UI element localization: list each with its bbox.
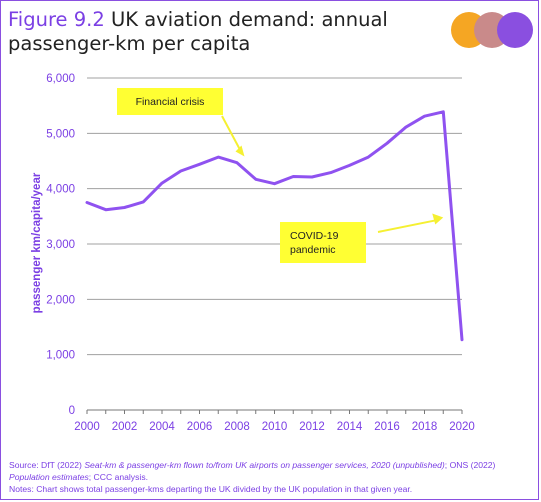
source-title-1: Seat-km & passenger-km flown to/from UK … <box>84 460 445 470</box>
source-prefix: Source: DfT (2022) <box>9 460 85 470</box>
figure-title: Figure 9.2 UK aviation demand: annual pa… <box>8 8 448 56</box>
x-tick-label-2020: 2020 <box>449 421 475 433</box>
y-tick-label-2000: 2,000 <box>46 294 75 306</box>
gridlines <box>87 77 462 356</box>
annotation-covid-line-2: pandemic <box>290 244 336 256</box>
x-tick-label-2016: 2016 <box>374 421 400 433</box>
arrow-covid <box>377 219 436 233</box>
annotations: Financial crisis COVID-19 pandemic <box>117 88 444 263</box>
x-tick-label-2012: 2012 <box>299 421 325 433</box>
x-tick-label-2004: 2004 <box>149 421 175 433</box>
ccc-logo <box>451 12 533 48</box>
notes-text: Notes: Chart shows total passenger-kms d… <box>9 484 413 494</box>
annotation-financial-crisis: Financial crisis <box>136 96 205 108</box>
source-suffix: ; CCC analysis. <box>88 472 148 482</box>
x-tick-label-2002: 2002 <box>112 421 138 433</box>
y-tick-label-4000: 4,000 <box>46 184 75 196</box>
y-tick-labels: 0 1,000 2,000 3,000 4,000 5,000 6,000 <box>46 73 75 417</box>
x-tick-labels: 2000 2002 2004 2006 2008 2010 2012 2014 2016 2018… <box>74 421 475 433</box>
annotation-box-financial-crisis <box>117 88 223 115</box>
y-axis-title: passenger km/capita/year <box>31 172 43 313</box>
source-mid: ; ONS (2022) <box>444 460 496 470</box>
source-title-2: Population estimates <box>9 472 89 482</box>
y-tick-label-6000: 6,000 <box>46 73 75 85</box>
annotation-covid: COVID-19 pandemic <box>290 230 339 256</box>
x-tick-label-2008: 2008 <box>224 421 250 433</box>
y-tick-label-5000: 5,000 <box>46 128 75 140</box>
y-tick-label-3000: 3,000 <box>46 239 75 251</box>
x-tick-label-2014: 2014 <box>337 421 363 433</box>
line-chart: 0 1,000 2,000 3,000 4,000 5,000 6,000 2000 2002… <box>31 73 475 433</box>
y-tick-label-0: 0 <box>69 405 75 417</box>
x-tick-label-2010: 2010 <box>262 421 288 433</box>
y-tick-label-1000: 1,000 <box>46 350 75 362</box>
x-tick-label-2018: 2018 <box>412 421 438 433</box>
figure-title-text: UK aviation demand: annual passenger-km … <box>8 8 388 55</box>
logo-circle-purple <box>497 12 533 48</box>
arrowhead-financial-crisis <box>235 145 245 157</box>
series <box>85 110 464 342</box>
annotation-box-covid <box>280 222 366 263</box>
arrow-financial-crisis <box>221 115 243 153</box>
x-tick-label-2006: 2006 <box>187 421 213 433</box>
annotation-covid-line-1: COVID-19 <box>290 230 339 242</box>
x-tick-label-2000: 2000 <box>74 421 100 433</box>
chart-footer: Source: DfT (2022) Seat-km & passenger-k… <box>9 459 535 495</box>
source-note: Source: DfT (2022) Seat-km & passenger-k… <box>9 459 535 483</box>
series-line-0 <box>85 110 464 342</box>
axes <box>86 409 463 414</box>
figure-number: Figure 9.2 <box>8 8 105 31</box>
arrowhead-covid <box>432 213 444 225</box>
